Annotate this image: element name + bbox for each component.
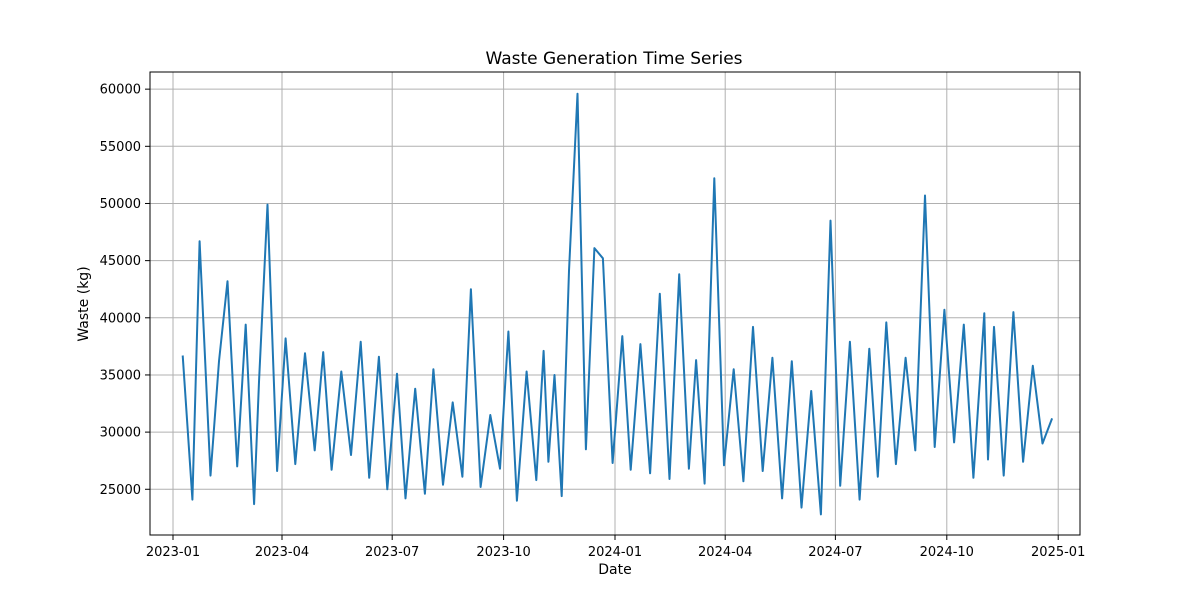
y-tick-label: 45000	[100, 254, 141, 269]
y-tick-label: 40000	[100, 311, 141, 326]
y-tick-label: 25000	[100, 483, 141, 498]
x-tick-label: 2024-10	[920, 545, 974, 560]
grid-lines	[150, 72, 1080, 535]
x-tick-label: 2024-04	[698, 545, 752, 560]
x-tick-label: 2023-04	[255, 545, 309, 560]
plot-frame	[149, 71, 1081, 536]
x-tick-label: 2023-01	[146, 545, 200, 560]
x-tick-label: 2025-01	[1031, 545, 1085, 560]
y-tick-label: 35000	[100, 368, 141, 383]
x-axis-ticks: 2023-01 2023-04 2023-07 2023-10 2024-01 2024-…	[146, 535, 1085, 560]
y-axis-title: Waste (kg)	[76, 266, 92, 341]
x-axis-title: Date	[598, 562, 631, 578]
chart-title: Waste Generation Time Series	[485, 49, 742, 69]
x-tick-label: 2024-07	[808, 545, 862, 560]
y-tick-label: 30000	[100, 426, 141, 441]
x-tick-label: 2023-07	[365, 545, 419, 560]
y-tick-label: 60000	[100, 83, 141, 98]
y-tick-label: 55000	[100, 140, 141, 155]
y-tick-label: 50000	[100, 197, 141, 212]
x-tick-label: 2024-01	[588, 545, 642, 560]
y-axis-ticks: 25000 30000 35000 40000 45000 50000 55000 60000	[100, 83, 150, 498]
x-tick-label: 2023-10	[476, 545, 530, 560]
waste-series-line	[181, 92, 1054, 516]
